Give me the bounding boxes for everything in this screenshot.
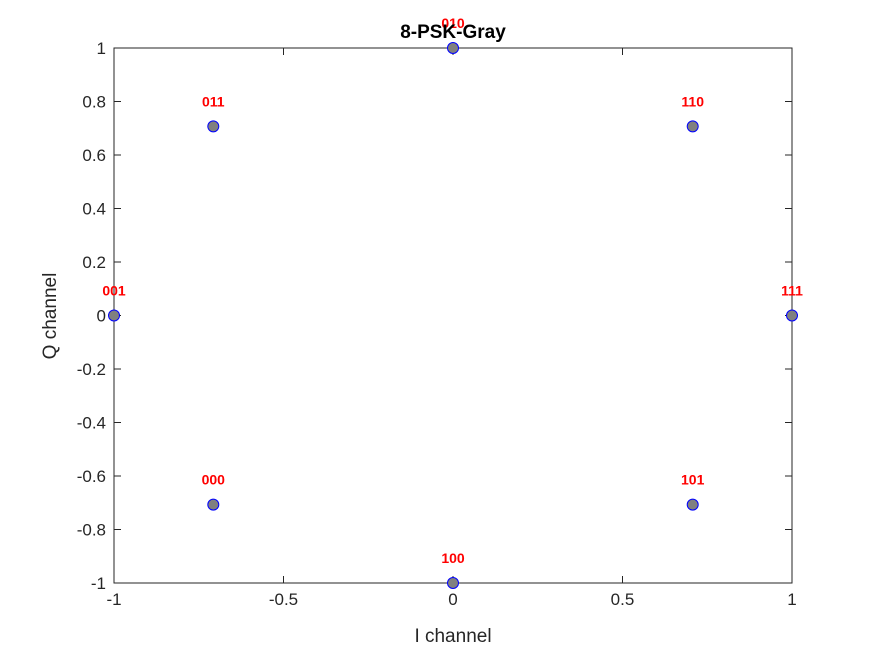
constellation-point [786, 309, 798, 322]
constellation-point [108, 309, 120, 322]
x-tick-label: -0.5 [269, 590, 298, 609]
point-label: 110 [681, 93, 704, 109]
y-tick-label: 0.8 [82, 93, 106, 112]
y-tick-label: 1 [97, 39, 106, 58]
constellation-point [207, 120, 220, 133]
x-tick-label: 0 [448, 590, 457, 609]
point-label: 100 [441, 550, 465, 566]
y-tick-label: -0.2 [77, 360, 106, 379]
y-tick-label: 0 [97, 307, 106, 326]
constellation-point [686, 498, 699, 511]
plot-area [114, 48, 792, 583]
y-tick-label: 0.6 [82, 146, 106, 165]
constellation-point [447, 42, 459, 54]
chart-title: 8-PSK-Gray [400, 22, 506, 43]
constellation-point [207, 498, 220, 511]
y-tick-label: 0.4 [82, 200, 106, 219]
point-label: 101 [681, 472, 705, 488]
constellation-point [447, 577, 459, 589]
y-tick-label: -1 [91, 574, 106, 593]
x-tick-label: 1 [787, 590, 796, 609]
x-axis-label: I channel [414, 626, 491, 647]
point-label: 010 [441, 15, 465, 31]
x-tick-label: -1 [106, 590, 121, 609]
y-tick-label: 0.2 [82, 253, 106, 272]
y-tick-label: -0.6 [77, 467, 106, 486]
point-label: 001 [102, 283, 126, 299]
points-layer: 001 011 010 110 111 101 100 000 [102, 15, 803, 589]
point-label: 000 [202, 472, 226, 488]
point-label: 111 [781, 283, 803, 299]
constellation-point [686, 120, 699, 133]
ticks-layer: -1 -0.5 0 0.5 1 -1 -0.8 -0.6 -0.4 -0.2 0 0.2 0.4 0.6 0… [77, 39, 797, 609]
x-tick-label: 0.5 [611, 590, 635, 609]
y-axis-label: Q channel [40, 273, 61, 360]
point-label: 011 [202, 93, 225, 109]
y-tick-label: -0.8 [77, 521, 106, 540]
y-tick-label: -0.4 [77, 414, 106, 433]
